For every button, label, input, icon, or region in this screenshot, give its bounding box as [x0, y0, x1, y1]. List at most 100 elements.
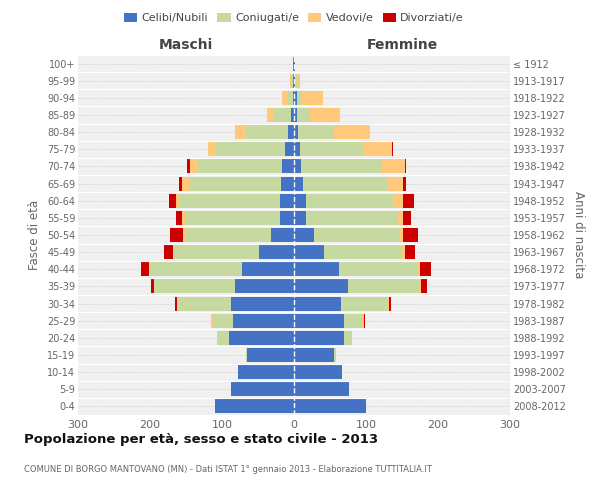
Bar — [293, 56, 294, 70]
Bar — [294, 262, 338, 276]
Bar — [180, 194, 280, 207]
Bar — [294, 296, 341, 310]
Bar — [297, 91, 301, 105]
Bar — [324, 245, 402, 259]
Bar — [388, 176, 403, 190]
Bar — [235, 280, 294, 293]
Bar — [283, 160, 294, 173]
Bar — [211, 314, 212, 328]
Bar — [218, 331, 229, 345]
Bar — [418, 262, 420, 276]
Bar — [182, 211, 185, 225]
Bar — [215, 400, 294, 413]
Y-axis label: Anni di nascita: Anni di nascita — [572, 192, 585, 278]
Bar — [274, 108, 291, 122]
Bar — [293, 74, 294, 88]
Bar — [300, 142, 363, 156]
Bar — [294, 91, 297, 105]
Bar — [314, 228, 399, 242]
Bar — [149, 262, 150, 276]
Bar — [294, 211, 305, 225]
Bar — [283, 91, 287, 105]
Bar — [420, 280, 421, 293]
Text: COMUNE DI BORGO MANTOVANO (MN) - Dati ISTAT 1° gennaio 2013 - Elaborazione TUTTI: COMUNE DI BORGO MANTOVANO (MN) - Dati IS… — [24, 466, 432, 474]
Bar — [294, 228, 314, 242]
Bar — [242, 262, 294, 276]
Bar — [302, 176, 388, 190]
Bar — [403, 176, 406, 190]
Bar — [247, 348, 294, 362]
Bar — [183, 228, 186, 242]
Bar — [235, 125, 247, 139]
Bar — [421, 280, 427, 293]
Bar — [294, 280, 348, 293]
Bar — [238, 365, 294, 379]
Bar — [399, 228, 403, 242]
Bar — [164, 245, 173, 259]
Bar — [142, 262, 149, 276]
Bar — [230, 382, 294, 396]
Y-axis label: Fasce di età: Fasce di età — [28, 200, 41, 270]
Bar — [382, 160, 405, 173]
Bar — [246, 348, 247, 362]
Bar — [208, 142, 215, 156]
Bar — [344, 314, 362, 328]
Bar — [271, 228, 294, 242]
Bar — [280, 194, 294, 207]
Bar — [295, 74, 297, 88]
Bar — [217, 331, 218, 345]
Bar — [405, 160, 406, 173]
Bar — [290, 74, 291, 88]
Bar — [402, 245, 405, 259]
Bar — [186, 228, 271, 242]
Bar — [233, 314, 294, 328]
Bar — [294, 365, 341, 379]
Bar — [212, 314, 233, 328]
Bar — [247, 125, 288, 139]
Bar — [301, 160, 382, 173]
Bar — [182, 176, 189, 190]
Bar — [364, 314, 365, 328]
Bar — [294, 382, 349, 396]
Bar — [291, 74, 293, 88]
Bar — [215, 142, 286, 156]
Bar — [229, 331, 294, 345]
Bar — [294, 176, 302, 190]
Bar — [294, 245, 324, 259]
Bar — [294, 400, 366, 413]
Bar — [344, 331, 352, 345]
Bar — [176, 194, 180, 207]
Bar — [187, 160, 190, 173]
Bar — [179, 176, 182, 190]
Bar — [305, 194, 394, 207]
Bar — [294, 108, 297, 122]
Bar — [293, 91, 294, 105]
Bar — [291, 108, 294, 122]
Bar — [294, 331, 344, 345]
Bar — [294, 56, 295, 70]
Bar — [189, 176, 281, 190]
Bar — [294, 348, 334, 362]
Bar — [348, 280, 420, 293]
Bar — [294, 74, 295, 88]
Bar — [169, 194, 176, 207]
Bar — [310, 108, 340, 122]
Text: Maschi: Maschi — [159, 38, 213, 52]
Bar — [403, 228, 418, 242]
Bar — [389, 296, 391, 310]
Bar — [230, 296, 294, 310]
Bar — [297, 108, 310, 122]
Bar — [280, 211, 294, 225]
Bar — [294, 314, 344, 328]
Bar — [154, 280, 235, 293]
Bar — [398, 211, 403, 225]
Bar — [394, 194, 403, 207]
Bar — [259, 245, 294, 259]
Bar — [420, 262, 431, 276]
Bar — [362, 314, 364, 328]
Bar — [305, 211, 398, 225]
Bar — [185, 211, 280, 225]
Bar — [297, 74, 300, 88]
Bar — [301, 91, 323, 105]
Bar — [175, 245, 259, 259]
